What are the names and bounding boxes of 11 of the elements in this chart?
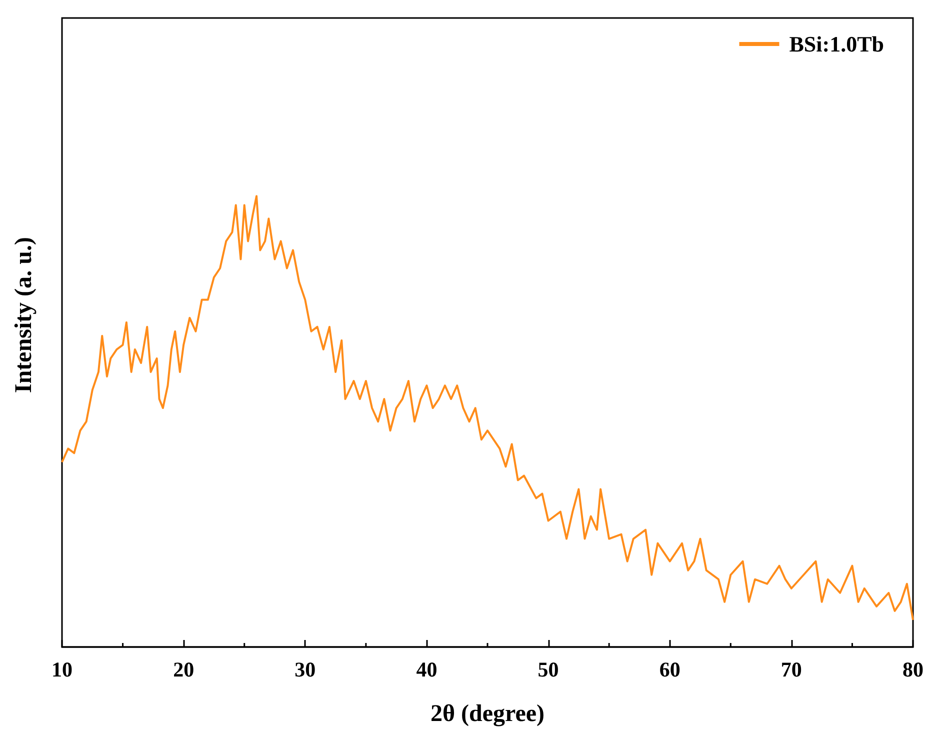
x-axis-title: 2θ (degree): [430, 701, 545, 727]
x-tick-label: 30: [294, 658, 316, 682]
x-tick-label: 70: [780, 658, 802, 682]
legend-label: BSi:1.0Tb: [789, 32, 884, 56]
y-axis-title: Intensity (a. u.): [11, 236, 37, 394]
x-tick-label: 20: [173, 658, 194, 682]
x-tick-label: 50: [538, 658, 559, 682]
x-tick-label: 80: [902, 658, 924, 682]
x-tick-label: 60: [659, 658, 680, 682]
x-tick-label: 40: [416, 658, 438, 682]
x-tick-label: 10: [52, 658, 72, 682]
